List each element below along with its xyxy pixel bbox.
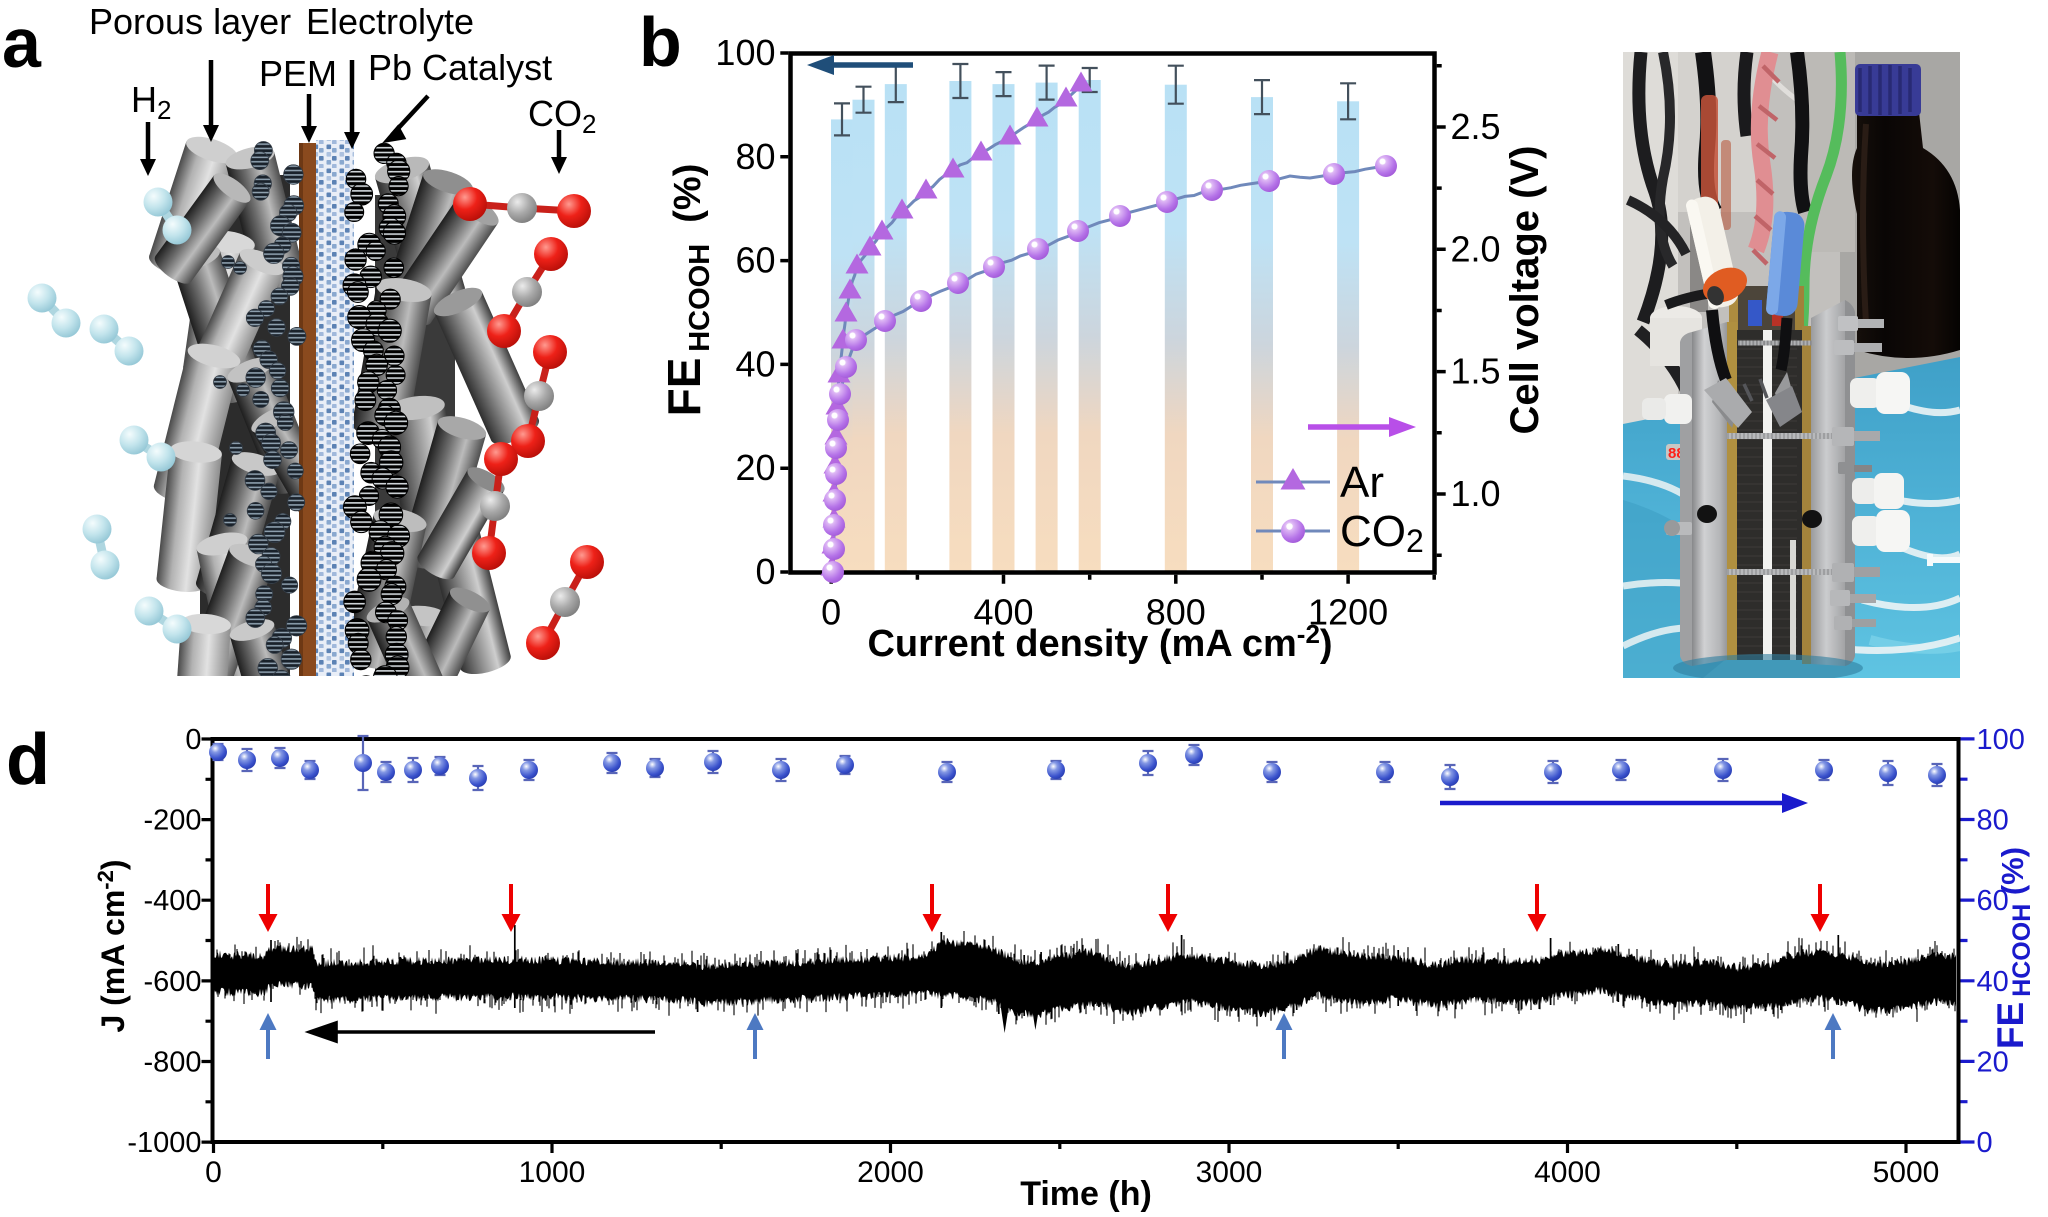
svg-text:40: 40 (735, 343, 775, 384)
svg-text:Porous layer: Porous layer (89, 1, 291, 42)
svg-text:H2: H2 (131, 79, 171, 125)
svg-text:1.0: 1.0 (1451, 473, 1501, 514)
svg-text:2.5: 2.5 (1451, 106, 1501, 147)
svg-text:60: 60 (1977, 885, 2009, 917)
svg-text:-400: -400 (143, 885, 201, 917)
svg-text:Electrolyte: Electrolyte (306, 1, 474, 42)
svg-text:80: 80 (1977, 805, 2009, 837)
svg-text:1200: 1200 (1308, 592, 1388, 633)
svg-text:CO2: CO2 (528, 93, 596, 139)
svg-text:5000: 5000 (1873, 1156, 1940, 1189)
svg-text:0: 0 (821, 592, 841, 633)
svg-text:0: 0 (185, 724, 201, 756)
svg-text:-200: -200 (143, 805, 201, 837)
svg-text:-600: -600 (143, 966, 201, 998)
svg-text:60: 60 (735, 240, 775, 281)
svg-text:0: 0 (205, 1156, 222, 1189)
svg-text:0: 0 (755, 551, 775, 592)
svg-text:800: 800 (1146, 592, 1206, 633)
svg-text:-1000: -1000 (127, 1127, 201, 1159)
svg-text:2000: 2000 (857, 1156, 924, 1189)
svg-text:-800: -800 (143, 1047, 201, 1079)
svg-text:Ar: Ar (1340, 458, 1384, 507)
svg-text:b: b (639, 3, 682, 81)
svg-text:Pb Catalyst: Pb Catalyst (368, 47, 552, 88)
svg-text:1000: 1000 (519, 1156, 586, 1189)
svg-text:Cell voltage (V): Cell voltage (V) (1503, 146, 1547, 435)
svg-text:Current density (mA cm-2): Current density (mA cm-2) (867, 619, 1332, 665)
svg-text:4000: 4000 (1534, 1156, 1601, 1189)
svg-text:PEM: PEM (259, 53, 337, 94)
svg-text:100: 100 (1977, 724, 2025, 756)
svg-text:20: 20 (735, 447, 775, 488)
svg-text:0: 0 (1977, 1127, 1993, 1159)
svg-text:FE HCOOH (%): FE HCOOH (%) (1990, 847, 2036, 1049)
svg-text:a: a (2, 4, 42, 82)
svg-text:400: 400 (973, 592, 1033, 633)
svg-text:FE HCOOH (%): FE HCOOH (%) (658, 164, 716, 417)
svg-text:2.0: 2.0 (1451, 228, 1501, 269)
svg-text:CO2: CO2 (1340, 507, 1424, 559)
svg-text:Time (h): Time (h) (1020, 1175, 1152, 1213)
svg-text:1.5: 1.5 (1451, 351, 1501, 392)
svg-text:20: 20 (1977, 1046, 2009, 1078)
svg-text:3000: 3000 (1196, 1156, 1263, 1189)
svg-text:40: 40 (1977, 966, 2009, 998)
svg-text:100: 100 (715, 32, 775, 73)
svg-text:d: d (6, 720, 50, 800)
svg-text:80: 80 (735, 136, 775, 177)
svg-text:J (mA cm-2): J (mA cm-2) (93, 859, 131, 1032)
